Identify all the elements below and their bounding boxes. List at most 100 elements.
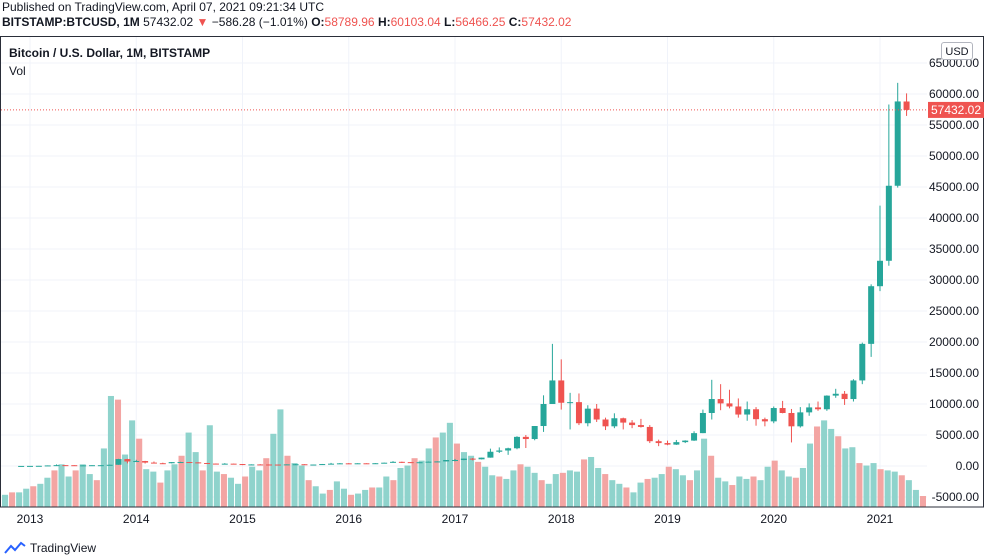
candle-body [655,441,662,444]
candle-body [345,463,352,465]
candle-body [97,465,104,467]
volume-bar [23,488,30,507]
candle-body [292,464,299,466]
volume-bar [609,480,616,507]
candle-body [62,465,69,467]
candle-body [708,399,715,413]
volume-bar [482,466,489,507]
volume-bar [326,489,333,507]
price-chart[interactable]: 2013 2014 2015 2016 2017 2018 2019 2020 20216500… [0,0,994,540]
candle-body [770,408,777,422]
volume-legend[interactable]: Vol [9,64,26,78]
volume-bar [559,472,566,507]
candle-body [549,380,556,404]
volume-bar [185,432,192,507]
volume-bar [475,461,482,507]
candle-body [823,395,830,410]
candle-body [283,464,290,466]
candle-body [150,462,157,464]
candle-body [425,461,432,463]
volume-bar [347,494,355,507]
volume-bar [799,467,806,507]
brand-footer[interactable]: TradingView [4,541,96,555]
candle-body [717,399,724,404]
candle-body [806,407,813,413]
open-label: O: [311,15,325,29]
volume-bar [2,494,9,507]
volume-bar [263,458,270,507]
volume-bar [573,471,581,507]
candle-body [372,463,379,465]
currency-button[interactable]: USD [941,42,973,60]
volume-bar [581,459,588,507]
candle-body [452,459,458,461]
candle-body [646,426,653,442]
volume-bar [588,456,595,507]
candle-body [691,433,698,441]
candle-body [301,464,308,466]
y-tick-label: 50000.00 [929,149,979,163]
candle-body [567,402,574,404]
y-tick-label: 25000.00 [929,304,979,318]
candle-body [168,462,175,464]
volume-bar [164,470,171,507]
volume-bar [778,470,785,507]
volume-bar [453,443,460,507]
volume-bar [644,478,651,507]
candle-body [753,409,760,420]
volume-bar [425,448,432,507]
candle-body [186,462,193,464]
candle-body [487,451,494,458]
volume-bar [171,464,178,507]
candle-body [88,465,95,467]
volume-bar [291,463,298,507]
y-tick-label: 0.00 [956,459,980,473]
open-value: 58789.96 [324,15,375,29]
candle-body [885,185,892,261]
candle-body [363,463,370,465]
x-tick-label: 2014 [123,512,150,526]
change-arrow-icon: ▼ [196,15,209,29]
candle-body [815,407,822,410]
volume-bar [397,467,404,507]
volume-bar [376,487,383,507]
candle-body [460,458,467,460]
volume-bar [305,480,312,507]
last-price: 57432.02 [143,15,194,29]
candle-body [177,462,184,464]
volume-bar [701,438,708,507]
high-label: H: [377,15,391,29]
candle-body [257,464,264,466]
volume-bar [390,480,397,507]
candle-body [398,461,405,463]
candle-body [212,463,219,465]
volume-bar [531,472,538,507]
y-tick-label: 10000.00 [929,397,979,411]
candle-body [142,461,149,463]
chart-frame[interactable] [0,36,984,507]
volume-bar [552,474,559,507]
volume-bar [72,470,79,507]
candle-body [673,442,680,445]
volume-bar [785,476,792,507]
volume-bar [771,460,778,507]
candle-body [877,260,883,287]
x-tick-label: 2016 [335,512,362,526]
x-tick-label: 2018 [548,512,575,526]
candle-body [195,462,202,464]
candle-body [407,462,414,464]
volume-bar [340,488,347,507]
candle-body [850,380,857,400]
candle-body [106,464,113,466]
candle-body [682,440,689,443]
chart-legend-title[interactable]: Bitcoin / U.S. Dollar, 1M, BITSTAMP [9,46,211,60]
volume-bar [821,420,828,507]
volume-bar [51,470,58,507]
volume-bar [249,466,256,507]
candle-body [124,459,131,462]
volume-bar [679,475,686,507]
volume-bar [510,470,517,507]
candle-body [620,418,627,423]
volume-bar [884,470,891,507]
candle-body [18,465,25,467]
